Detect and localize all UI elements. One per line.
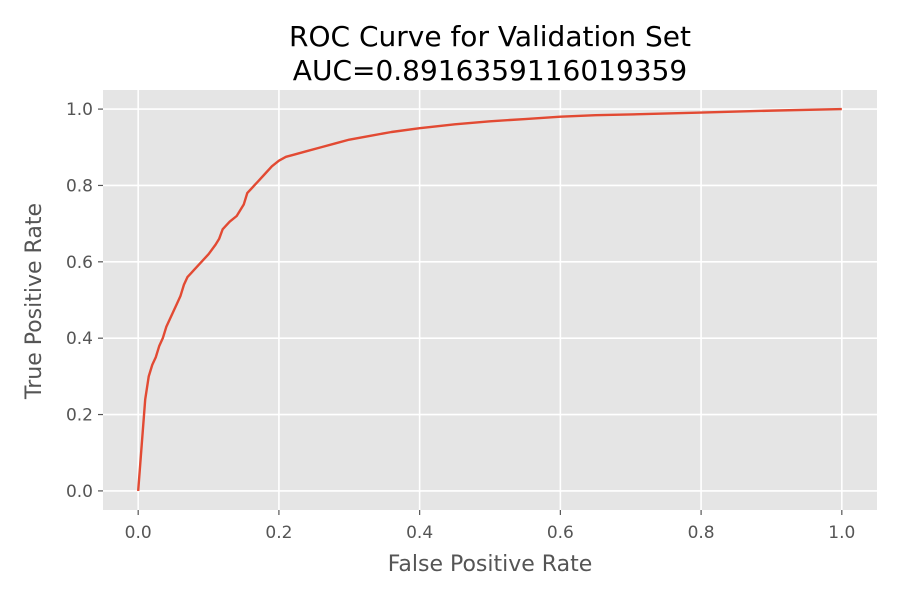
y-tick-label: 0.0 xyxy=(66,482,93,502)
y-axis-label: True Positive Rate xyxy=(22,203,47,400)
plot-area xyxy=(103,90,877,510)
y-tick-label: 0.8 xyxy=(66,176,93,196)
x-tick-label: 0.8 xyxy=(688,523,715,543)
x-tick-label: 0.2 xyxy=(265,523,292,543)
y-tick-label: 0.6 xyxy=(66,253,93,273)
roc-curve-line xyxy=(136,107,842,492)
x-tick-label: 0.6 xyxy=(547,523,574,543)
y-tick-label: 0.2 xyxy=(66,406,93,426)
chart-subtitle: AUC=0.8916359116019359 xyxy=(293,54,687,87)
x-axis-label: False Positive Rate xyxy=(388,552,592,577)
grid xyxy=(103,90,877,510)
y-tick-label: 1.0 xyxy=(66,100,93,120)
x-tick-label: 0.0 xyxy=(125,523,152,543)
chart-title: ROC Curve for Validation Set xyxy=(289,20,691,53)
y-tick-label: 0.4 xyxy=(66,329,93,349)
ticks: 0.0 0.2 0.4 0.6 0.8 1.0 0.0 0.2 0.4 0.6 0.8 1.0 xyxy=(66,100,855,543)
x-tick-label: 0.4 xyxy=(406,523,433,543)
x-tick-label: 1.0 xyxy=(828,523,855,543)
